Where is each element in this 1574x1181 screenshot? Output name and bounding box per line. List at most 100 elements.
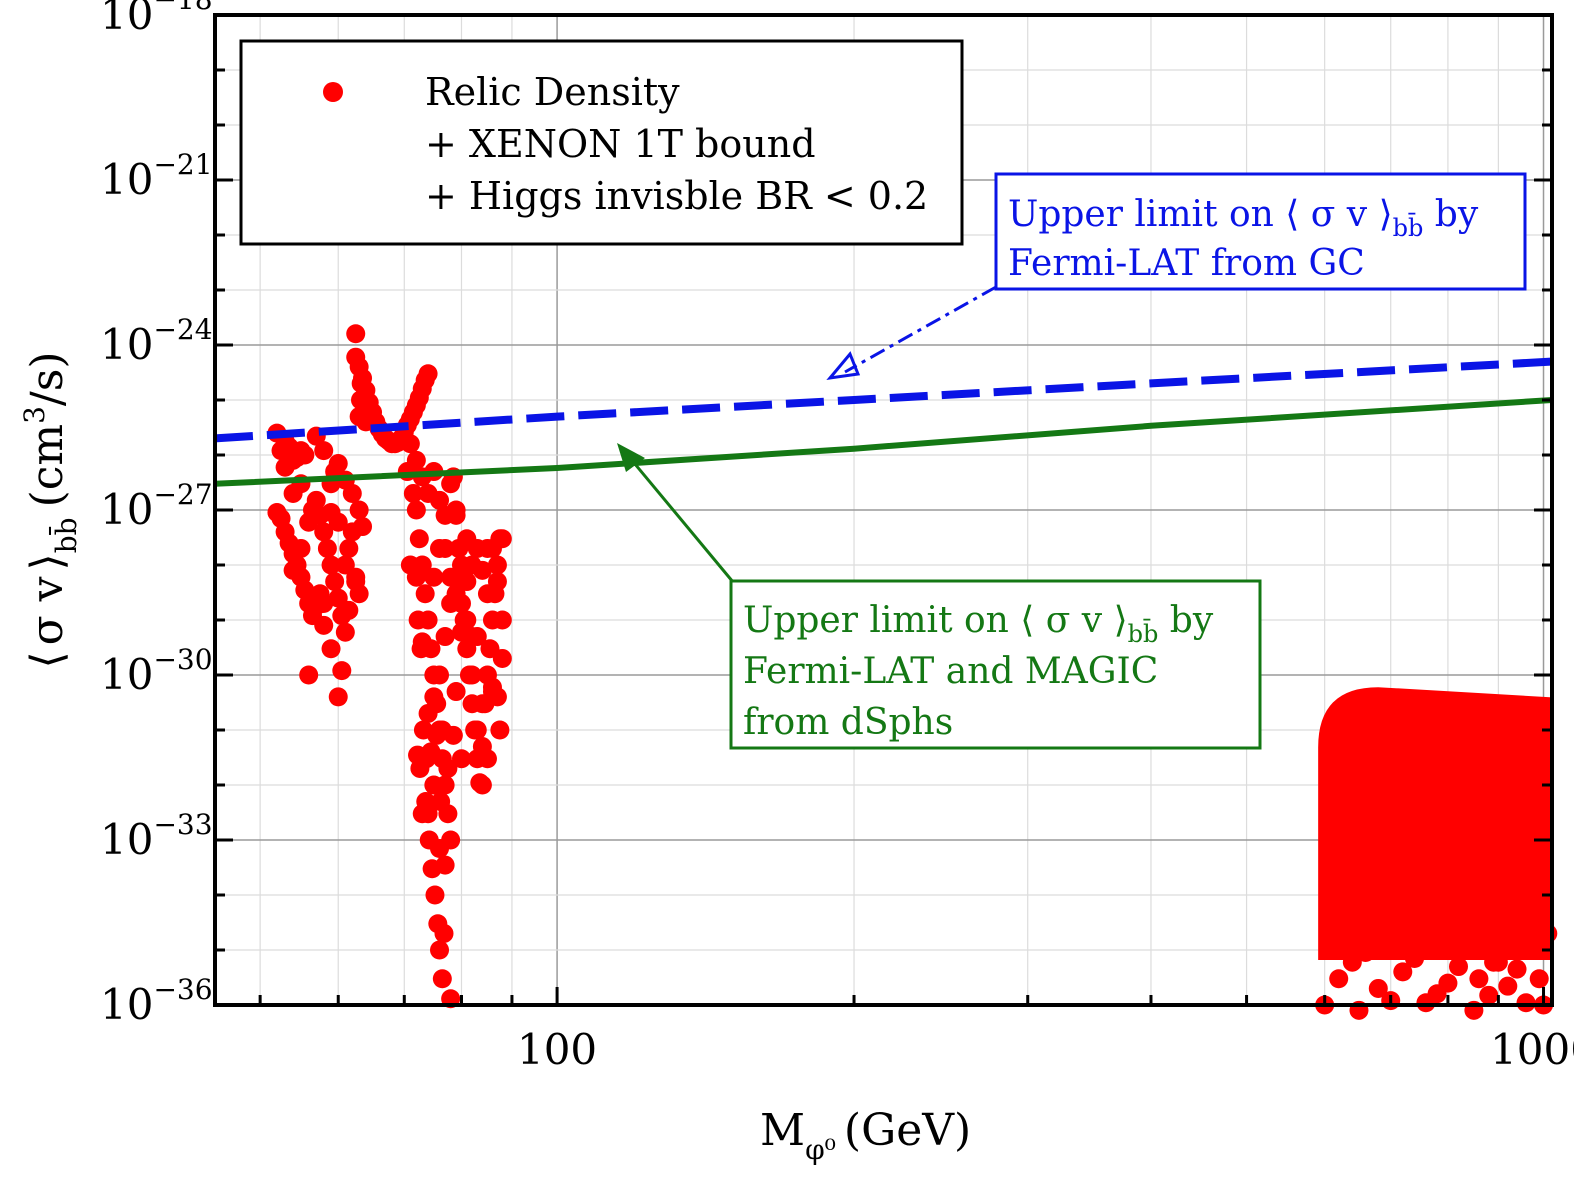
scatter-point [451, 593, 471, 613]
scatter-point [432, 969, 452, 989]
scatter-point [321, 639, 341, 659]
scatter-point [357, 399, 377, 419]
scatter-point [430, 940, 450, 960]
scatter-point [317, 538, 337, 558]
scatter-point [410, 758, 430, 778]
scatter-point [406, 450, 426, 470]
scatter-point [314, 615, 334, 635]
annotation-gc: Upper limit on ⟨ σ v ⟩bb̄ by Fermi-LAT f… [826, 172, 1527, 381]
scatter-point [472, 694, 492, 714]
scatter-point [435, 538, 455, 558]
scatter-point [416, 792, 436, 812]
scatter-point [1538, 923, 1558, 943]
scatter-point [328, 454, 348, 474]
scatter-point [425, 885, 445, 905]
scatter-point [462, 665, 482, 685]
annotation-dsph-line-2: Fermi-LAT and MAGIC [743, 651, 1158, 692]
scatter-point [487, 687, 507, 707]
scatter-point [1454, 923, 1474, 943]
scatter-point [492, 648, 512, 668]
scatter-point [409, 529, 429, 549]
scatter-point [1329, 969, 1349, 989]
scatter-point [418, 364, 438, 384]
x-tick-label: 1000 [1490, 1025, 1574, 1074]
y-tick-label: 10−33 [100, 808, 213, 864]
gc-limit-line [214, 357, 1553, 443]
axis-ticks [215, 13, 1552, 1007]
scatter-point [283, 483, 303, 503]
scatter-point [1469, 969, 1489, 989]
scatter-point [1507, 959, 1527, 979]
scatter-point [1322, 902, 1342, 922]
scatter-point [435, 627, 455, 647]
scatter-point [441, 567, 461, 587]
scatter-point [314, 522, 334, 542]
scatter-point [412, 632, 432, 652]
annotation-gc-arrowhead [826, 351, 861, 381]
scatter-point [400, 434, 420, 454]
scatter-point [339, 538, 359, 558]
y-tick-label: 10−36 [100, 973, 213, 1029]
y-tick-labels: 10−18 10−21 10−24 10−27 10−30 10−33 10−36 [100, 0, 213, 1029]
legend-box [239, 39, 964, 246]
annotation-gc-line-2: Fermi-LAT from GC [1008, 243, 1365, 284]
annotation-dsph-line-3: from dSphs [743, 702, 953, 743]
scatter-point [418, 703, 438, 723]
scatter-point [441, 474, 461, 494]
scatter-point [438, 758, 458, 778]
scatter-point [351, 373, 371, 393]
scatter-point [295, 445, 315, 465]
scatter-point [435, 505, 455, 525]
scatter-point [406, 500, 426, 520]
scatter-point [435, 855, 455, 875]
annotation-dsph: Upper limit on ⟨ σ v ⟩bb̄ by Fermi-LAT a… [617, 443, 1262, 750]
y-axis-title: ⟨σ v⟩bb̄(cm3/s) [18, 351, 83, 668]
scatter-point [472, 560, 492, 580]
scatter-point [321, 555, 341, 575]
scatter-point [430, 490, 450, 510]
legend-marker [323, 82, 343, 102]
y-tick-label: 10−18 [100, 0, 213, 39]
scatter-point [492, 529, 512, 549]
scatter-point [328, 687, 348, 707]
scatter-point [490, 720, 510, 740]
scatter-point [335, 622, 355, 642]
scatter-point [342, 483, 362, 503]
scatter-point [1368, 978, 1388, 998]
annotation-dsph-arrow [623, 451, 735, 583]
scatter-point [400, 555, 420, 575]
scatter-point [472, 775, 492, 795]
scatter-point [1381, 914, 1401, 934]
scatter-point [306, 490, 326, 510]
scatter-point [283, 560, 303, 580]
x-tick-label: 100 [517, 1025, 597, 1074]
scatter-point [451, 749, 471, 769]
scatter-point [472, 737, 492, 757]
scatter-point [1484, 952, 1504, 972]
scatter-point [314, 441, 334, 461]
annotation-dsph-arrowhead [617, 443, 645, 472]
scatter-point [431, 792, 451, 812]
scatter-point [332, 661, 352, 681]
scatter-point [314, 593, 334, 613]
scatter-point [346, 572, 366, 592]
scatter-point [408, 610, 428, 630]
y-tick-label: 10−30 [100, 643, 213, 699]
scatter-point [1479, 985, 1499, 1005]
scatter-point [1405, 949, 1425, 969]
scatter-point [339, 600, 359, 620]
scatter-point [424, 775, 444, 795]
scatter-point [325, 572, 345, 592]
scatter-point [1342, 952, 1362, 972]
scatter-point [353, 517, 373, 537]
legend-line-1: Relic Density [425, 70, 680, 114]
scatter-point [451, 622, 471, 642]
annotation-gc-box [994, 172, 1527, 291]
scatter-point [424, 567, 444, 587]
scatter-point [492, 610, 512, 630]
y-tick-label: 10−24 [100, 313, 213, 369]
scatter-point [349, 500, 369, 520]
scatter-point [403, 483, 423, 503]
scatter-point [487, 572, 507, 592]
